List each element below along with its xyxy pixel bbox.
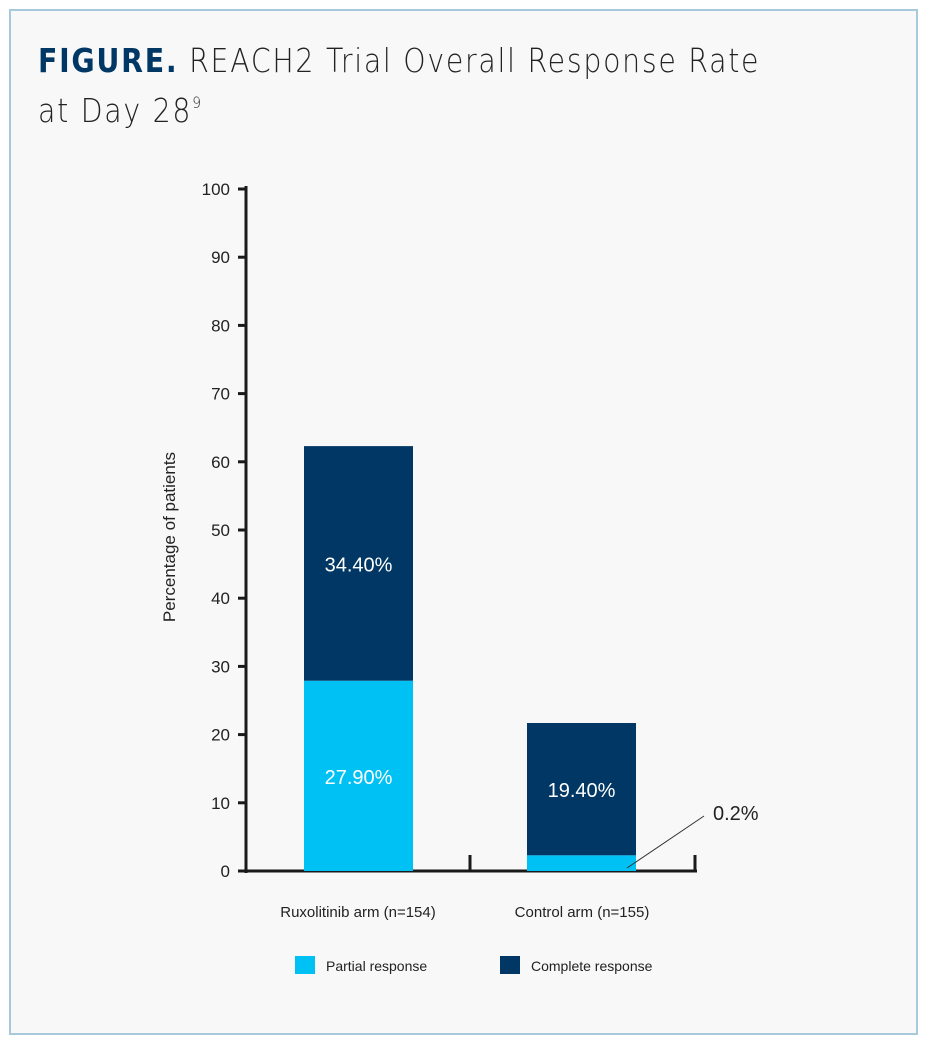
figure-frame [9, 9, 918, 1035]
y-tick-label: 0 [221, 862, 230, 881]
legend-swatch [500, 956, 520, 974]
annotation-label: 0.2% [713, 803, 759, 825]
y-tick-label: 80 [211, 316, 230, 335]
y-tick-label: 50 [211, 521, 230, 540]
y-tick-label: 20 [211, 726, 230, 745]
figure-label: FIGURE. [38, 41, 179, 80]
bar-complete-response [527, 723, 636, 856]
annotation-leader [626, 815, 705, 869]
x-tick-label: Ruxolitinib arm (n=154) [280, 904, 436, 921]
y-tick-label: 60 [211, 453, 230, 472]
y-tick-label: 40 [211, 589, 230, 608]
y-tick-label: 90 [211, 248, 230, 267]
y-tick-label: 70 [211, 385, 230, 404]
data-label: 27.90% [325, 767, 393, 789]
y-axis-label: Percentage of patients [160, 452, 179, 622]
x-tick-label: Control arm (n=155) [515, 904, 650, 921]
y-tick-label: 100 [202, 180, 230, 199]
y-tick-label: 30 [211, 657, 230, 676]
bar-complete-response [304, 446, 413, 681]
data-label: 34.40% [325, 554, 393, 576]
bar-partial-response [527, 855, 636, 871]
legend-swatch [295, 956, 315, 974]
legend-label: Complete response [531, 958, 653, 974]
title-text: REACH2 Trial Overall Response Rate at Da… [38, 41, 761, 130]
y-tick-label: 10 [211, 794, 230, 813]
title-reference: 9 [192, 93, 203, 112]
legend-label: Partial response [326, 958, 427, 974]
bar-partial-response [304, 680, 413, 871]
chart-title: FIGURE. REACH2 Trial Overall Response Ra… [38, 40, 760, 132]
data-label: 19.40% [548, 780, 616, 802]
